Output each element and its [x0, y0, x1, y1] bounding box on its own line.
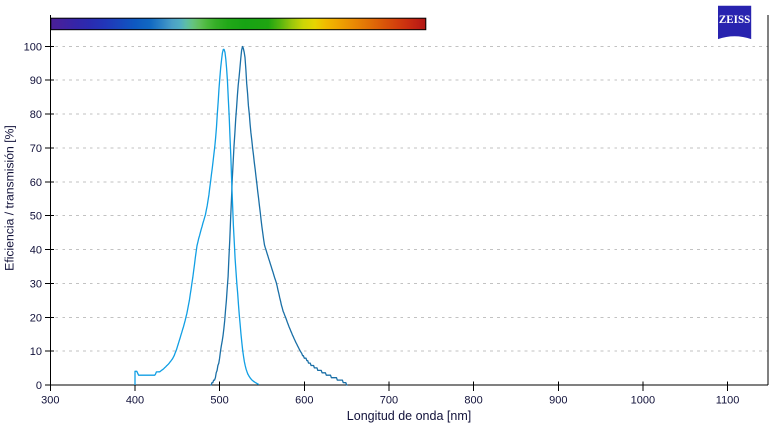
svg-text:Eficiencia / transmisión [%]: Eficiencia / transmisión [%] — [3, 125, 17, 271]
svg-text:10: 10 — [30, 346, 42, 358]
svg-text:20: 20 — [30, 312, 42, 324]
svg-text:600: 600 — [295, 395, 313, 407]
svg-text:500: 500 — [210, 395, 228, 407]
svg-text:80: 80 — [30, 109, 42, 121]
svg-text:0: 0 — [36, 380, 42, 392]
svg-text:90: 90 — [30, 75, 42, 87]
svg-text:50: 50 — [30, 211, 42, 223]
svg-text:400: 400 — [126, 395, 144, 407]
svg-text:300: 300 — [41, 395, 59, 407]
svg-text:100: 100 — [24, 41, 42, 53]
svg-text:900: 900 — [549, 395, 567, 407]
svg-text:70: 70 — [30, 143, 42, 155]
svg-text:800: 800 — [464, 395, 482, 407]
svg-text:Longitud de onda [nm]: Longitud de onda [nm] — [347, 409, 471, 423]
svg-text:30: 30 — [30, 278, 42, 290]
svg-text:700: 700 — [380, 395, 398, 407]
svg-text:1100: 1100 — [716, 395, 740, 407]
svg-text:1000: 1000 — [631, 395, 655, 407]
svg-text:60: 60 — [30, 177, 42, 189]
svg-text:ZEISS: ZEISS — [719, 14, 750, 26]
svg-text:40: 40 — [30, 245, 42, 257]
